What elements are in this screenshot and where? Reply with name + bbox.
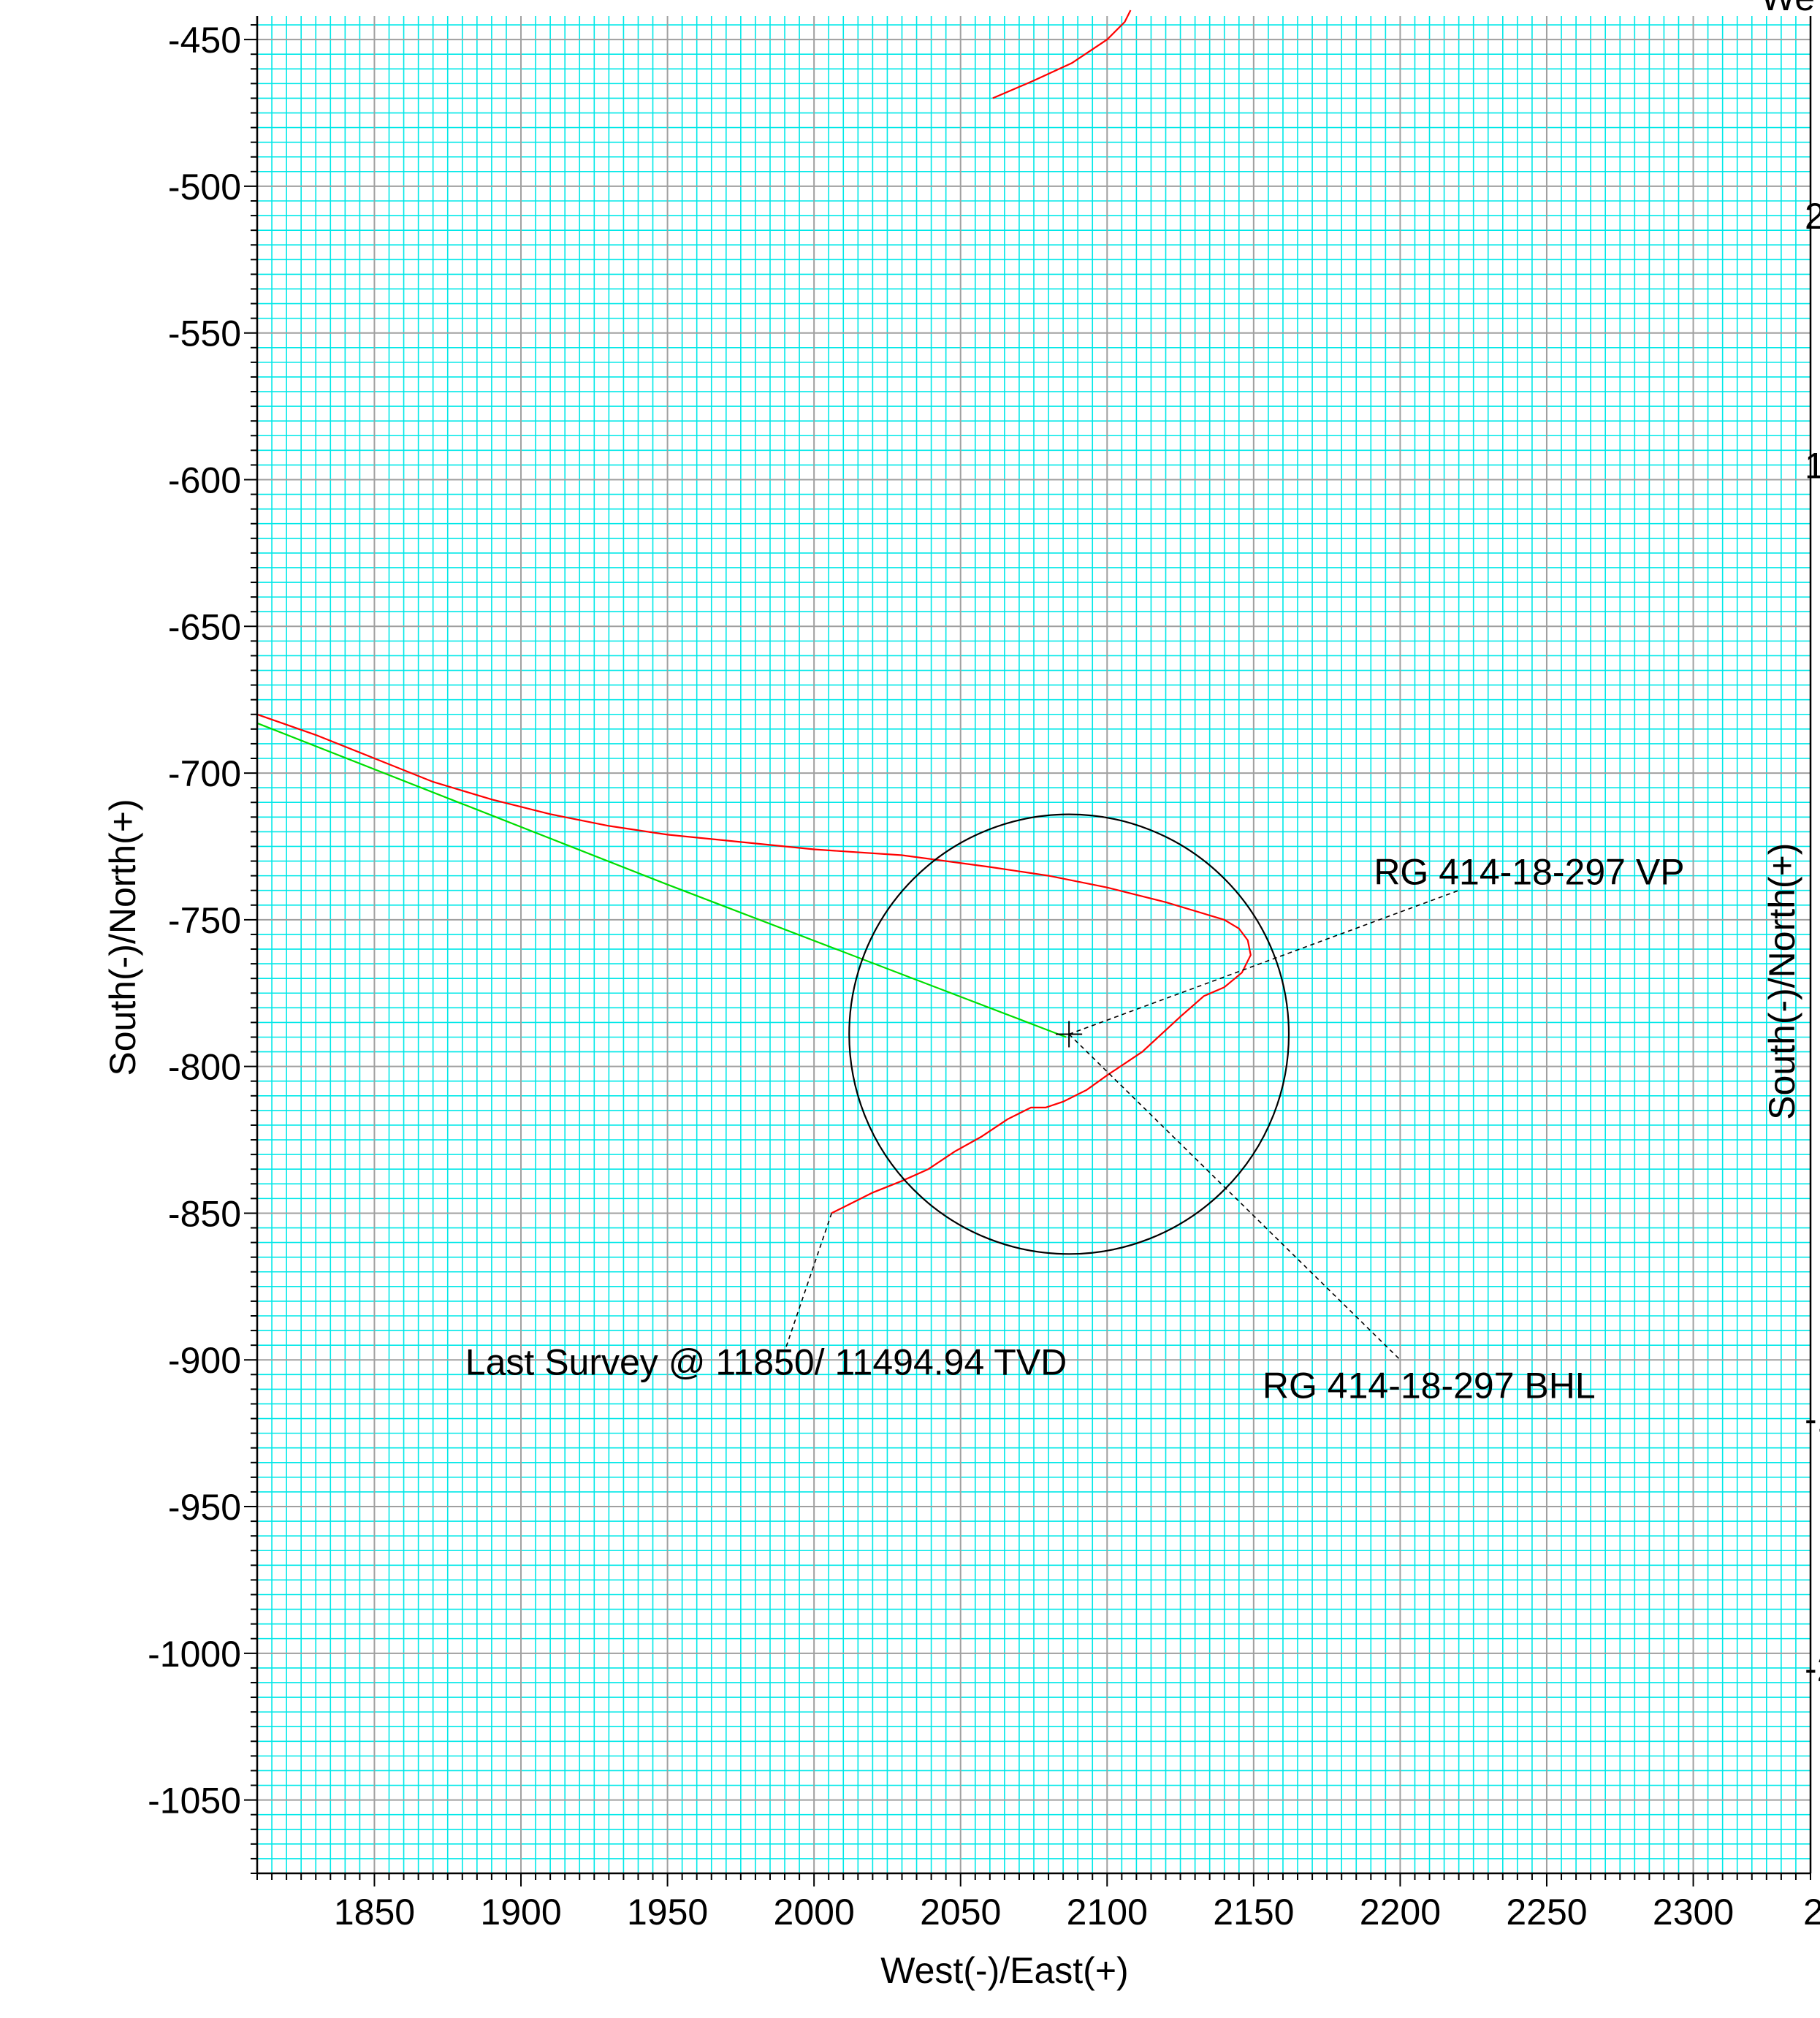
clipped-right-label: 1 bbox=[1805, 445, 1820, 486]
y-tick-label: -850 bbox=[168, 1193, 241, 1234]
x-tick-label: 1950 bbox=[627, 1892, 708, 1933]
y-tick-label: -950 bbox=[168, 1487, 241, 1528]
target-circle bbox=[848, 813, 1290, 1255]
annotation-leader bbox=[784, 1213, 832, 1352]
clipped-bottom-tick: 2 bbox=[1803, 1892, 1820, 1933]
grid bbox=[256, 16, 1811, 1874]
x-tick-label: 1900 bbox=[480, 1892, 561, 1933]
y-tick-label: -700 bbox=[168, 753, 241, 794]
annotation-layer: RG 414-18-297 VP Last Survey @ 11850/ 114… bbox=[465, 852, 1685, 1406]
x-tick-label: 2150 bbox=[1213, 1892, 1294, 1933]
annotation-leader bbox=[1068, 889, 1459, 1035]
annotation-leader bbox=[1068, 1033, 1401, 1360]
clipped-right-label: -2 bbox=[1805, 1648, 1820, 1689]
y-tick-label: -1000 bbox=[148, 1634, 241, 1675]
x-tick-label: 2300 bbox=[1653, 1892, 1734, 1933]
annotation-label: RG 414-18-297 BHL bbox=[1263, 1365, 1596, 1406]
y-tick-label: -900 bbox=[168, 1340, 241, 1381]
x-tick-label: 2000 bbox=[774, 1892, 855, 1933]
y-tick-label: -500 bbox=[168, 167, 241, 207]
y-tick-label: -750 bbox=[168, 900, 241, 941]
clipped-top-text: We bbox=[1761, 0, 1815, 18]
series-layer bbox=[256, 9, 1252, 1214]
x-tick-label: 2250 bbox=[1506, 1892, 1587, 1933]
annotation-label: RG 414-18-297 VP bbox=[1374, 852, 1684, 893]
clipped-right-label: -1 bbox=[1805, 1399, 1820, 1440]
x-tick-label: 2050 bbox=[920, 1892, 1001, 1933]
y-tick-label: -1050 bbox=[148, 1781, 241, 1821]
x-tick-label: 1850 bbox=[334, 1892, 415, 1933]
series-survey_upper bbox=[992, 9, 1132, 99]
x-tick-label: 2100 bbox=[1067, 1892, 1148, 1933]
y-tick-label: -450 bbox=[168, 20, 241, 61]
y-tick-label: -600 bbox=[168, 460, 241, 500]
series-survey_main bbox=[256, 713, 1252, 1214]
y-axis-title: South(-)/North(+) bbox=[102, 799, 143, 1075]
annotation-label: Last Survey @ 11850/ 11494.94 TVD bbox=[465, 1341, 1067, 1382]
y-tick-label: -800 bbox=[168, 1047, 241, 1088]
tick-labels: 1850 1900 1950 2000 2050 2100 2150 2200 2250 2300… bbox=[102, 0, 1820, 1991]
right-y-axis-title: South(-)/North(+) bbox=[1762, 843, 1802, 1120]
y-tick-label: -550 bbox=[168, 313, 241, 354]
axes bbox=[244, 16, 1812, 1886]
x-tick-label: 2200 bbox=[1360, 1892, 1441, 1933]
series-plan bbox=[256, 722, 1067, 1038]
y-tick-label: -650 bbox=[168, 606, 241, 647]
x-axis-title: West(-)/East(+) bbox=[880, 1950, 1128, 1991]
clipped-right-label: 2 bbox=[1805, 196, 1820, 237]
